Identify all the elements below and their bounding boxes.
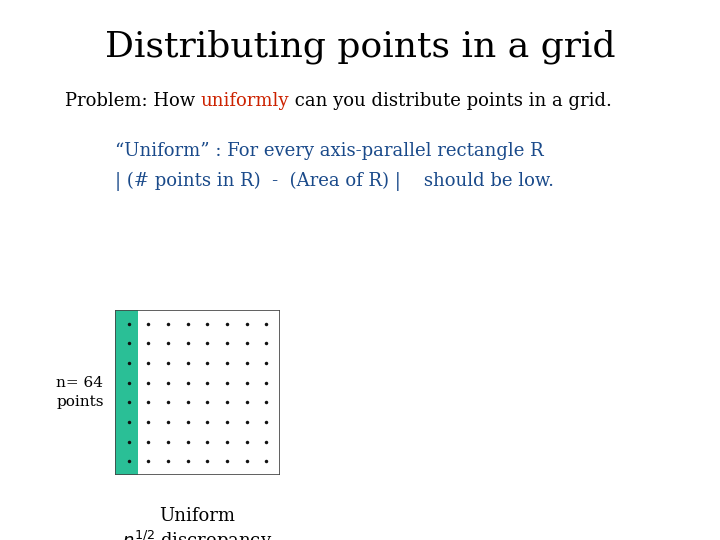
Text: Problem: How: Problem: How	[65, 92, 201, 110]
Bar	[115, 310, 138, 475]
Text: n= 64
points: n= 64 points	[56, 376, 104, 409]
Text: can you distribute points in a grid.: can you distribute points in a grid.	[289, 92, 612, 110]
Text: “Uniform” : For every axis-parallel rectangle R: “Uniform” : For every axis-parallel rect…	[115, 142, 544, 160]
Text: Uniform: Uniform	[160, 507, 235, 525]
Text: | (# points in R)  -  (Area of R) |    should be low.: | (# points in R) - (Area of R) | should…	[115, 172, 554, 191]
Text: Distributing points in a grid: Distributing points in a grid	[104, 30, 616, 64]
Text: $n^{1/2}$ discrepancy: $n^{1/2}$ discrepancy	[122, 529, 273, 540]
Text: uniformly: uniformly	[201, 92, 289, 110]
